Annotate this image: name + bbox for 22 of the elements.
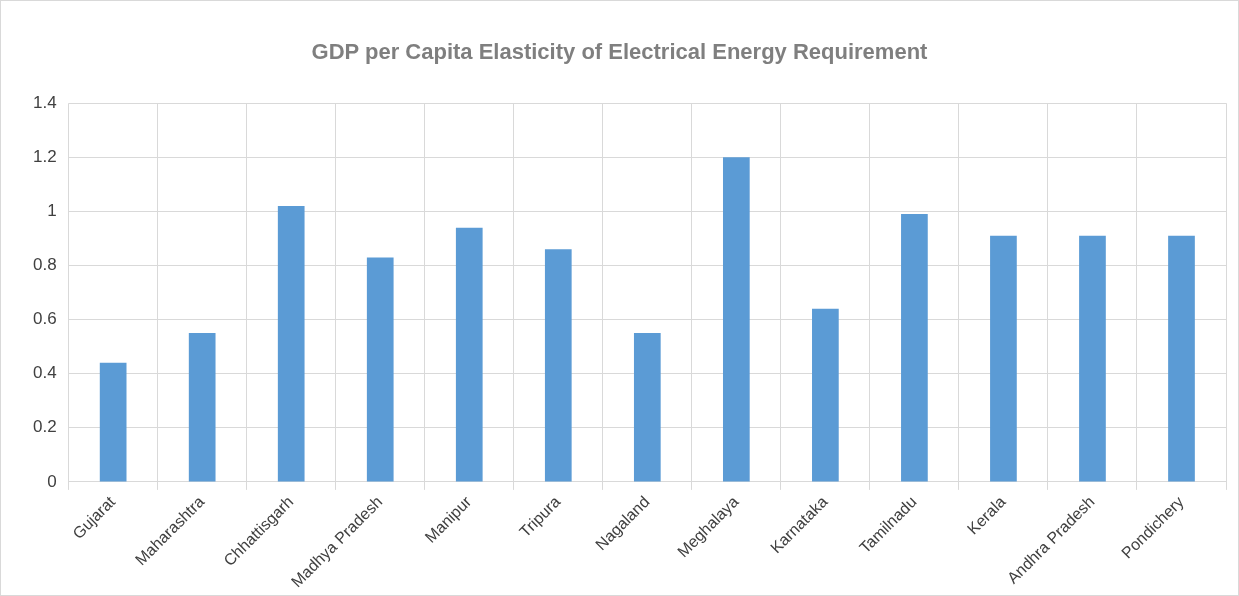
bar: [633, 333, 661, 482]
bar: [990, 235, 1017, 482]
bar: [544, 249, 572, 482]
y-tick-label: 0: [47, 471, 57, 491]
bar: [188, 333, 216, 482]
y-tick-label: 0.4: [32, 363, 57, 383]
bar: [277, 205, 305, 482]
chart-title: GDP per Capita Elasticity of Electrical Energy Requirement: [310, 39, 929, 65]
y-tick-label: 1.2: [32, 146, 57, 166]
bar: [99, 362, 127, 482]
bar: [455, 227, 483, 482]
bar: [812, 308, 839, 482]
y-tick-label: 0.8: [32, 255, 57, 275]
y-tick-label: 1.4: [32, 92, 57, 112]
bar: [722, 157, 750, 482]
y-tick-label: 0.2: [32, 417, 57, 437]
bar: [1168, 235, 1195, 482]
bar: [901, 214, 928, 482]
bar: [1079, 235, 1106, 482]
y-tick-label: 1: [47, 201, 57, 221]
y-tick-label: 0.6: [32, 309, 57, 329]
bar: [366, 257, 394, 482]
